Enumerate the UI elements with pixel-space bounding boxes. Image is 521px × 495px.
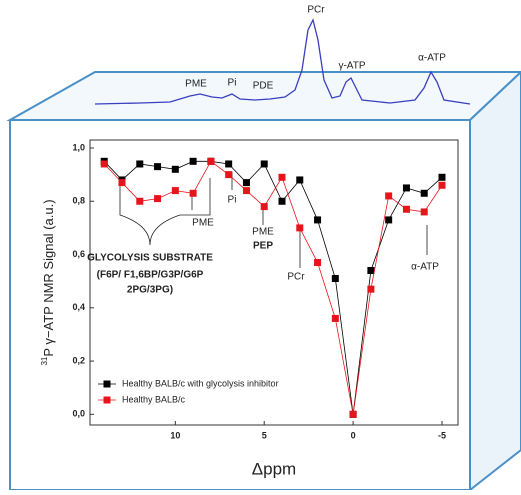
data-point (314, 259, 322, 267)
data-point (296, 176, 304, 184)
y-tick-label: 0,4 (72, 302, 85, 312)
data-point (136, 197, 144, 205)
data-point (314, 216, 322, 224)
annotation: (F6P/ F1,6BP/G3P/G6P (97, 270, 204, 281)
data-point (331, 314, 339, 322)
data-point (189, 157, 197, 165)
data-point (367, 285, 375, 293)
data-point (171, 187, 179, 195)
annotation: Pi (228, 195, 237, 206)
data-point (420, 189, 428, 197)
y-tick-label: 0,0 (72, 409, 85, 419)
data-point (420, 208, 428, 216)
data-point (100, 160, 108, 168)
spectrum-label: PME (185, 79, 207, 90)
spectrum-label: α-ATP (418, 53, 446, 64)
y-label-text: P γ−ATP NMR Signal (a.u.) (41, 199, 56, 356)
box-top (6, 71, 521, 121)
legend-label: Healthy BALB/c (122, 394, 186, 404)
spectrum (94, 18, 471, 105)
legend-marker (103, 380, 111, 388)
data-point (385, 216, 393, 224)
box-side (469, 70, 521, 493)
data-point (260, 203, 268, 211)
x-tick-label: 0 (351, 430, 356, 440)
x-tick-label: 10 (170, 430, 180, 440)
x-axis-label: Δppm (252, 459, 296, 478)
x-tick-label: 5 (262, 430, 267, 440)
data-point (349, 410, 357, 418)
data-point (438, 181, 446, 189)
data-point (136, 160, 144, 168)
annotation: α-ATP (411, 262, 439, 273)
data-point (242, 179, 250, 187)
y-tick-label: 0,8 (72, 196, 85, 206)
x-tick-label: -5 (438, 430, 446, 440)
data-point (402, 184, 410, 192)
spectrum-label: γ-ATP (338, 61, 365, 72)
y-label-superscript: 31 (40, 356, 49, 365)
data-point (402, 205, 410, 213)
legend-marker (103, 396, 111, 404)
y-tick-label: 0,2 (72, 355, 85, 365)
data-point (154, 195, 162, 203)
data-point (225, 171, 233, 179)
annotation: PME (252, 227, 274, 238)
data-point (189, 189, 197, 197)
data-point (171, 165, 179, 173)
annotation: GLYCOLYSIS SUBSTRATE (87, 253, 213, 264)
data-point (278, 197, 286, 205)
data-point (331, 275, 339, 283)
plot-frame (89, 139, 459, 426)
data-point (242, 187, 250, 195)
annotation-arrows (119, 172, 428, 268)
annotation: PME (192, 218, 214, 229)
data-point (278, 173, 286, 181)
spectrum-label: PCr (307, 5, 325, 16)
data-point (207, 157, 215, 165)
legend-label: Healthy BALB/c with glycolysis inhibitor (122, 378, 279, 388)
spectrum-label: PDE (253, 81, 274, 92)
data-point (385, 192, 393, 200)
data-point (296, 224, 304, 232)
data-point (367, 267, 375, 275)
spectrum-label: Pi (228, 78, 237, 89)
data-point (225, 160, 233, 168)
data-point (438, 173, 446, 181)
y-tick-label: 0,6 (72, 249, 85, 259)
y-tick-label: 1,0 (72, 142, 85, 152)
annotation: PCr (287, 272, 305, 283)
annotation: 2PG/3PG) (127, 285, 173, 296)
box-front (9, 119, 471, 491)
data-point (260, 160, 268, 168)
data-point (118, 179, 126, 187)
data-point (154, 163, 162, 171)
y-axis-label: 31P γ−ATP NMR Signal (a.u.) (40, 199, 56, 365)
annotation: PEP (253, 241, 273, 252)
